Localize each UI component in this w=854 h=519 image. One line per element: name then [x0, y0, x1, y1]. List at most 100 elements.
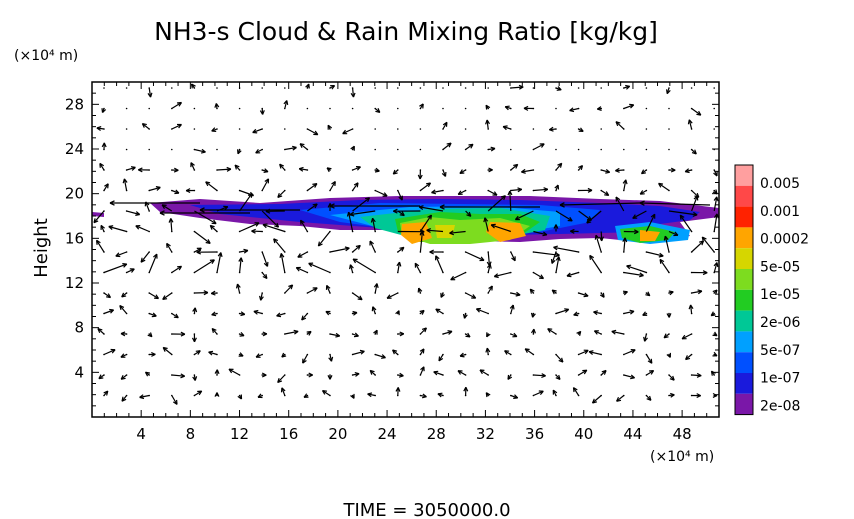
wind-vector: [488, 167, 493, 173]
wind-vector: [435, 308, 444, 315]
wind-vector: [352, 372, 360, 377]
wind-vector: [159, 210, 250, 216]
wind-vector: [626, 264, 647, 274]
wind-vector: [554, 184, 560, 191]
wind-vector: [417, 287, 423, 294]
wind-vector: [350, 393, 355, 399]
colorbar-swatch: [735, 227, 753, 249]
wind-vector: [659, 258, 670, 273]
wind-vector: [712, 289, 718, 295]
wind-vector: [194, 259, 215, 274]
grid-dot: [193, 107, 196, 110]
wind-vector: [596, 106, 602, 111]
wind-vector: [283, 100, 289, 109]
grid-dot: [329, 107, 331, 110]
wind-vector: [465, 292, 477, 299]
wind-vector: [639, 189, 647, 195]
wind-vector: [440, 292, 445, 298]
wind-vector: [487, 195, 506, 212]
wind-vector: [668, 290, 674, 296]
wind-vector: [555, 162, 563, 171]
wind-vector: [663, 235, 670, 253]
grid-dot: [668, 128, 670, 130]
wind-vector: [103, 308, 115, 315]
grid-dot: [464, 107, 467, 110]
wind-vector: [533, 187, 549, 193]
y-tick-label: 24: [65, 140, 84, 158]
wind-vector: [352, 182, 359, 191]
wind-vector: [521, 168, 534, 174]
wind-vector: [459, 352, 466, 358]
wind-vector: [261, 210, 280, 228]
wind-vector: [487, 189, 498, 196]
wind-vector: [277, 374, 286, 384]
wind-vector: [259, 108, 265, 115]
wind-vector: [419, 309, 425, 315]
wind-vector: [171, 373, 186, 379]
wind-vector: [352, 310, 358, 316]
x-axis: 4 8 12 16 20 24 28 32 36 40 44 48: [103, 82, 708, 443]
grid-dot: [645, 107, 648, 110]
wind-vector: [171, 331, 186, 337]
wind-vector: [191, 333, 197, 343]
wind-vector: [93, 210, 105, 224]
x-tick-label: 20: [328, 425, 347, 443]
wind-vector: [530, 312, 536, 318]
wind-vector: [523, 105, 534, 111]
y-tick-label: 20: [65, 185, 84, 203]
grid-dot: [600, 148, 602, 151]
wind-vector: [120, 331, 127, 337]
grid-dot: [713, 107, 715, 110]
wind-vector: [555, 86, 562, 91]
wind-vector: [373, 283, 379, 294]
wind-vector: [486, 332, 491, 338]
wind-vector: [302, 354, 308, 364]
wind-vector: [216, 166, 232, 172]
wind-vector: [235, 283, 241, 294]
wind-vector: [307, 287, 318, 294]
wind-vector: [509, 304, 515, 314]
wind-vector: [299, 143, 308, 150]
wind-vector: [329, 85, 336, 90]
colorbar-swatch: [735, 269, 753, 290]
grid-dot: [148, 107, 150, 110]
wind-vector: [103, 390, 109, 396]
wind-vector: [429, 249, 443, 255]
wind-vector: [510, 84, 524, 90]
wind-vector: [576, 330, 582, 336]
grid-dot: [374, 148, 377, 151]
wind-vector: [257, 393, 263, 399]
wind-vector: [375, 353, 386, 359]
wind-vector: [255, 148, 263, 154]
wind-vector: [239, 311, 246, 317]
wind-vector: [238, 257, 244, 273]
wind-vector: [485, 347, 491, 355]
wind-vector: [214, 103, 220, 109]
wind-vector: [205, 181, 218, 191]
wind-vector: [349, 210, 376, 217]
wind-vector: [572, 387, 580, 396]
wind-vector: [479, 369, 489, 376]
wind-vector: [239, 192, 253, 212]
wind-vector: [578, 369, 588, 376]
wind-vector: [488, 146, 496, 152]
wind-vector: [457, 189, 466, 195]
wind-vector: [329, 180, 336, 191]
wind-vector: [514, 210, 534, 221]
wind-vector: [552, 389, 558, 396]
grid-dot: [238, 107, 241, 110]
wind-vector: [555, 210, 573, 222]
wind-vector: [623, 309, 635, 315]
wind-vector: [490, 223, 511, 233]
colorbar-swatch: [735, 373, 753, 394]
wind-vector: [171, 101, 183, 110]
wind-vector: [533, 373, 546, 379]
grid-dot: [171, 87, 173, 89]
y-tick-label: 4: [74, 363, 84, 381]
wind-vector: [101, 108, 107, 114]
x-tick-label: 12: [230, 425, 249, 443]
grid-dot: [216, 87, 218, 89]
wind-vector: [162, 346, 173, 355]
